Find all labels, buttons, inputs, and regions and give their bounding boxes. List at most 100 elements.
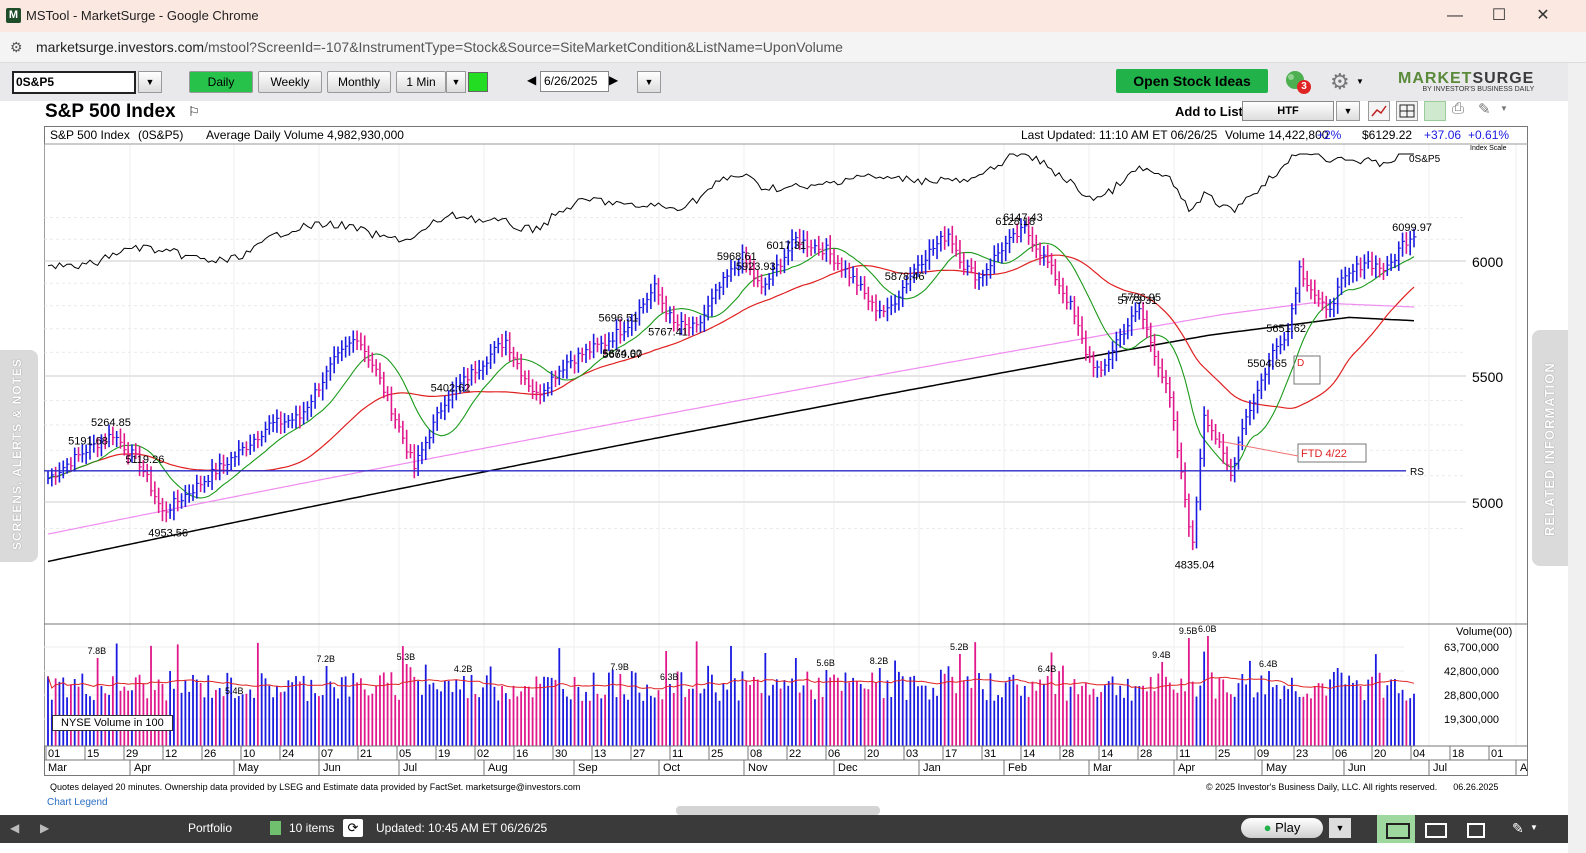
x-tick-day: 25 — [1218, 748, 1230, 760]
info-change: +37.06 — [1424, 128, 1461, 142]
x-month-label: Feb — [1008, 762, 1027, 774]
layout-single-icon[interactable] — [1377, 815, 1415, 843]
price-annotation: 4835.04 — [1175, 559, 1215, 571]
settings-gear-icon[interactable]: ⚙ — [1330, 69, 1350, 94]
period-daily-button[interactable]: Daily — [189, 71, 253, 93]
url-path: /mstool?ScreenId=-107&InstrumentType=Sto… — [204, 39, 843, 55]
layout-split-icon[interactable] — [1425, 823, 1447, 838]
settings-dropdown-icon[interactable]: ▼ — [1356, 77, 1364, 86]
price-tick-label: 5500 — [1472, 369, 1503, 385]
footer-date: 06.26.2025 — [1453, 782, 1499, 792]
notification-badge: 3 — [1297, 80, 1311, 94]
x-tick-day: 27 — [633, 748, 645, 760]
play-dropdown-icon[interactable]: ▼ — [1329, 818, 1351, 838]
minimize-icon[interactable]: — — [1447, 7, 1463, 24]
x-tick-day: 26 — [204, 748, 216, 760]
close-icon[interactable]: ✕ — [1536, 7, 1550, 24]
x-tick-day: 22 — [789, 748, 801, 760]
price-annotation: 5651.62 — [1266, 323, 1306, 335]
x-tick-day: 01 — [1491, 748, 1503, 760]
price-annotation: 5696.51 — [599, 313, 639, 325]
x-month-label: Mar — [48, 762, 67, 774]
volume-layer: Volume(00) 63,700,000 42,800,000 28,800,000… — [44, 623, 1528, 746]
updated-time: Updated: 10:45 AM ET 06/26/25 — [376, 821, 548, 835]
forward-arrow-icon[interactable]: ▶ — [40, 821, 50, 835]
price-annotation: 5773.31 — [1117, 295, 1157, 307]
date-input[interactable]: 6/26/2025 — [540, 71, 609, 92]
site-info-icon[interactable]: ⚙ — [10, 39, 23, 55]
list-dropdown-icon[interactable]: ▼ — [1336, 101, 1360, 121]
chart-legend-link[interactable]: Chart Legend — [47, 797, 108, 808]
x-tick-day: 28 — [1062, 748, 1074, 760]
volume-annotation: 6.0B — [1198, 624, 1217, 634]
index-scale-text: Index Scale — [1470, 145, 1507, 152]
next-date-icon[interactable]: ▶ — [609, 73, 619, 87]
x-tick-day: 21 — [360, 748, 372, 760]
page-scrollbar[interactable] — [1568, 63, 1586, 853]
price-tick-label: 6000 — [1472, 254, 1503, 270]
layout-full-icon[interactable] — [1467, 823, 1485, 838]
interval-dropdown-icon[interactable]: ▼ — [446, 71, 466, 93]
maximize-icon[interactable]: ☐ — [1491, 7, 1507, 24]
date-dropdown-icon[interactable]: ▼ — [637, 71, 661, 93]
x-tick-day: 23 — [1296, 748, 1308, 760]
price-annotation: 6147.43 — [1003, 212, 1043, 224]
price-annotation: 6128.18 — [995, 216, 1035, 228]
tools-dropdown-icon[interactable]: ▼ — [1500, 104, 1508, 113]
prev-date-icon[interactable]: ◀ — [527, 73, 537, 87]
play-button[interactable]: ● Play — [1241, 818, 1323, 838]
window-title: MSTool - MarketSurge - Google Chrome — [26, 8, 259, 23]
print-icon[interactable]: ⎙ — [1452, 100, 1465, 117]
item-count: 10 items — [289, 821, 335, 835]
play-icon: ● — [1263, 820, 1272, 835]
period-1min-button[interactable]: 1 Min — [396, 71, 446, 93]
ma-50-line — [47, 254, 1415, 480]
volume-tick-label: 63,700,000 — [1444, 642, 1499, 654]
chart-mode-icon[interactable] — [1424, 101, 1446, 121]
horizontal-scroll-thumb[interactable] — [676, 806, 880, 815]
x-month-label: Apr — [134, 762, 151, 774]
price-chart[interactable]: S&P 500 Index (0S&P5) Average Daily Volu… — [44, 126, 1528, 776]
address-bar[interactable]: ⚙ marketsurge.investors.com/mstool?Scree… — [0, 32, 1586, 63]
x-month-label: Apr — [1178, 762, 1195, 774]
x-month-label: Jun — [323, 762, 341, 774]
screens-alerts-notes-tab[interactable]: SCREENS, ALERTS & NOTES — [0, 350, 38, 562]
portfolio-tab[interactable]: Portfolio — [188, 821, 233, 835]
info-symbol: (0S&P5) — [138, 128, 183, 142]
x-tick-day: 29 — [126, 748, 138, 760]
period-monthly-button[interactable]: Monthly — [327, 71, 391, 93]
list-select[interactable]: HTF — [1242, 101, 1334, 121]
tools-icon[interactable]: ✎ — [1478, 101, 1491, 118]
url-host: marketsurge.investors.com — [36, 39, 205, 55]
volume-annotation: 5.3B — [397, 652, 416, 662]
ftd-label: FTD 4/22 — [1301, 448, 1347, 460]
related-information-tab[interactable]: RELATED INFORMATION — [1532, 330, 1568, 566]
list-icon[interactable] — [270, 821, 281, 835]
price-tick-label: 5000 — [1472, 495, 1503, 511]
layout-grid-icon[interactable] — [1396, 101, 1418, 121]
x-tick-day: 14 — [1101, 748, 1113, 760]
chart-type-icon[interactable] — [1368, 101, 1390, 121]
live-status-indicator[interactable] — [468, 72, 488, 92]
wrench-icon[interactable]: ✎ — [1512, 820, 1524, 836]
x-month-label: Nov — [748, 762, 768, 774]
period-weekly-button[interactable]: Weekly — [258, 71, 322, 93]
flag-icon[interactable]: ⚐ — [188, 104, 200, 119]
x-month-label: Sep — [578, 762, 598, 774]
refresh-icon[interactable]: ⟳ — [343, 819, 363, 837]
price-annotation: 5191.68 — [68, 435, 108, 447]
x-month-label: Oct — [663, 762, 680, 774]
volume-annotation: 5.2B — [950, 642, 969, 652]
back-arrow-icon[interactable]: ◀ — [10, 821, 20, 835]
wrench-dropdown-icon[interactable]: ▼ — [1530, 823, 1538, 832]
symbol-dropdown-icon[interactable]: ▼ — [138, 71, 162, 93]
open-stock-ideas-button[interactable]: Open Stock Ideas — [1116, 69, 1268, 93]
x-month-label: Jun — [1348, 762, 1366, 774]
volume-annotation: 5.6B — [816, 658, 835, 668]
d-box-label: D — [1297, 358, 1304, 369]
symbol-input[interactable]: 0S&P5 — [12, 71, 136, 94]
x-tick-day: 31 — [984, 748, 996, 760]
url-text[interactable]: marketsurge.investors.com/mstool?ScreenI… — [36, 39, 843, 55]
info-name: S&P 500 Index — [50, 128, 130, 142]
price-annotation: 5923.93 — [736, 261, 776, 273]
